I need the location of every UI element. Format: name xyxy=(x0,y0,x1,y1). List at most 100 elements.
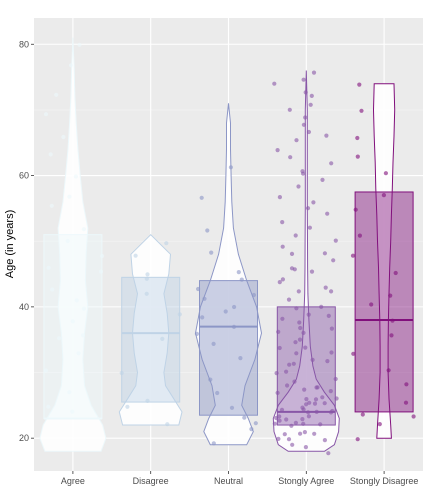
data-point xyxy=(279,407,285,412)
data-point xyxy=(390,318,395,323)
box xyxy=(199,280,258,416)
data-point xyxy=(98,269,104,274)
data-point xyxy=(306,410,311,415)
data-point xyxy=(200,315,205,320)
data-point xyxy=(328,389,333,394)
marks xyxy=(39,37,416,456)
data-point xyxy=(238,356,243,361)
data-point xyxy=(311,200,316,205)
data-point xyxy=(322,438,327,443)
data-point xyxy=(314,409,319,414)
data-point xyxy=(360,412,365,417)
data-point xyxy=(312,401,318,406)
data-point xyxy=(144,276,149,281)
data-point xyxy=(297,320,302,325)
data-point xyxy=(46,265,51,270)
data-point xyxy=(388,293,393,298)
y-tick-label: 60 xyxy=(19,171,29,181)
data-point xyxy=(223,309,228,314)
data-point xyxy=(292,267,297,272)
data-point xyxy=(307,225,312,230)
data-point xyxy=(284,369,289,374)
data-point xyxy=(355,154,360,159)
group-stongly-disagree xyxy=(350,82,416,442)
data-point xyxy=(351,351,356,356)
data-point xyxy=(280,244,285,249)
data-point xyxy=(386,368,391,373)
data-point xyxy=(308,102,313,107)
data-point xyxy=(309,93,314,98)
data-point xyxy=(293,340,298,345)
data-point xyxy=(77,42,82,47)
data-point xyxy=(275,148,280,153)
data-point xyxy=(301,122,306,127)
data-point xyxy=(199,195,204,200)
data-point xyxy=(68,63,74,68)
data-point xyxy=(196,286,201,292)
data-point xyxy=(65,238,70,244)
data-point xyxy=(333,376,338,382)
x-tick-label: Stongly Agree xyxy=(278,476,334,486)
data-point xyxy=(320,395,325,400)
data-point xyxy=(315,385,320,390)
data-point xyxy=(144,291,149,296)
group-agree xyxy=(39,37,107,452)
data-point xyxy=(329,289,334,294)
data-point xyxy=(251,292,256,298)
data-point xyxy=(312,431,317,436)
data-point xyxy=(411,414,416,419)
data-point xyxy=(294,138,299,143)
data-point xyxy=(377,422,382,427)
data-point xyxy=(309,269,315,274)
data-point xyxy=(232,304,237,310)
data-point xyxy=(322,251,327,256)
data-point xyxy=(70,409,75,414)
y-tick-label: 20 xyxy=(19,433,29,443)
data-point xyxy=(236,270,241,275)
data-point xyxy=(329,350,334,355)
data-point xyxy=(326,451,331,456)
box xyxy=(43,234,103,419)
data-point xyxy=(276,329,281,334)
data-point xyxy=(357,233,362,238)
box xyxy=(121,276,181,403)
data-point xyxy=(280,316,285,321)
data-point xyxy=(277,345,282,351)
data-point xyxy=(276,436,281,441)
box xyxy=(276,306,336,426)
data-point xyxy=(290,442,295,447)
data-point xyxy=(311,70,317,75)
data-point xyxy=(301,421,306,426)
data-point xyxy=(303,345,308,350)
data-point xyxy=(323,285,328,290)
data-point xyxy=(383,171,388,176)
y-tick-label: 40 xyxy=(19,302,29,312)
data-point xyxy=(296,289,301,294)
data-point xyxy=(274,415,279,421)
data-point xyxy=(70,319,75,324)
data-point xyxy=(350,253,356,258)
data-point xyxy=(287,107,292,112)
data-point xyxy=(67,390,72,395)
data-point xyxy=(80,333,86,338)
data-point xyxy=(119,370,124,376)
data-point xyxy=(49,203,54,208)
x-axis: Agree Disagree Neutral Stongly Agree Stongly… xyxy=(61,471,418,486)
data-point xyxy=(194,331,199,336)
data-point xyxy=(253,421,258,426)
data-point xyxy=(125,404,130,409)
data-point xyxy=(306,312,311,317)
data-point xyxy=(331,258,336,263)
data-point xyxy=(205,228,210,233)
data-point xyxy=(228,165,233,170)
data-point xyxy=(403,400,409,405)
x-tick-label: Stongly Disagree xyxy=(350,476,419,486)
data-point xyxy=(300,417,305,422)
y-tick-label: 80 xyxy=(19,39,29,49)
box xyxy=(354,191,414,413)
data-point xyxy=(322,401,327,406)
data-point xyxy=(211,341,216,346)
data-point xyxy=(291,361,296,366)
data-point xyxy=(355,437,360,442)
